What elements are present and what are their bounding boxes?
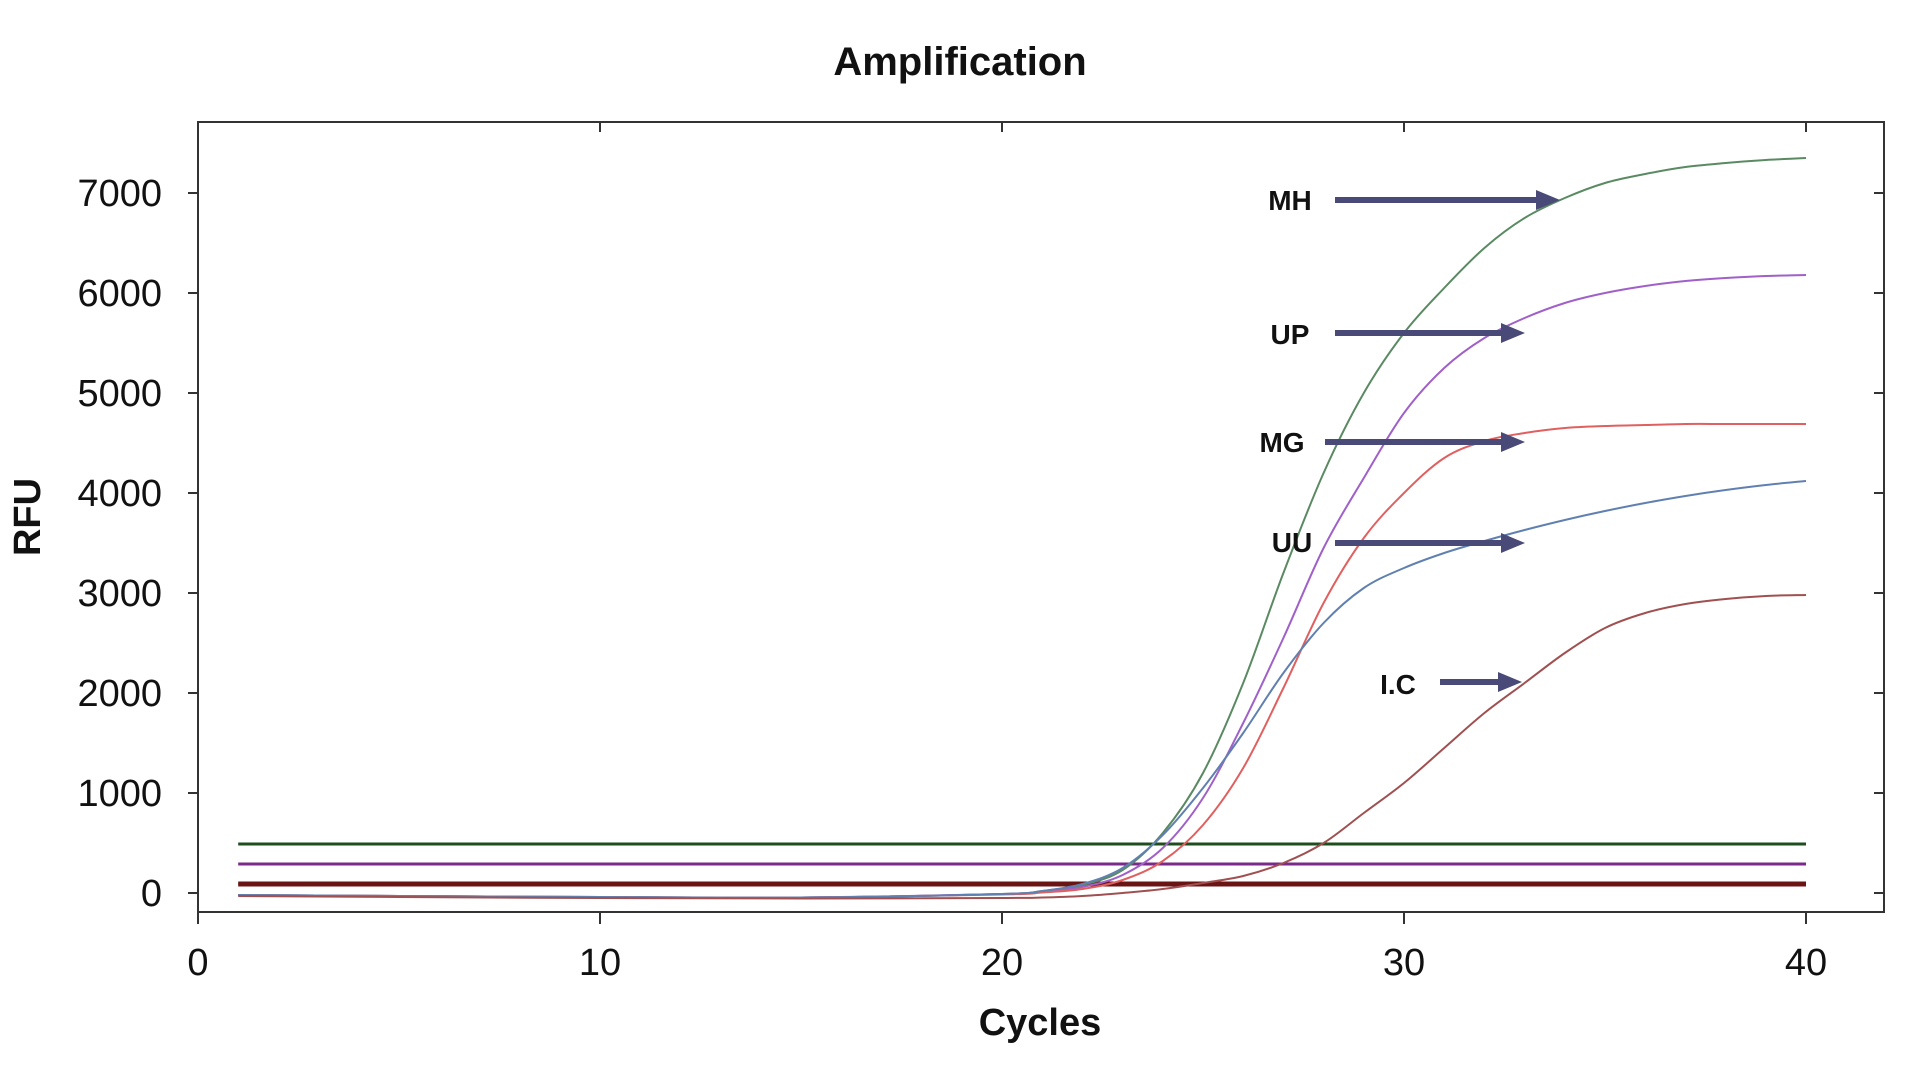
y-tick-label: 6000 bbox=[77, 273, 162, 315]
series-line bbox=[238, 274, 1807, 899]
annotation-arrow-head bbox=[1501, 323, 1525, 343]
x-tick-label: 10 bbox=[579, 942, 621, 984]
annotation-arrow-head bbox=[1536, 190, 1560, 210]
y-tick-label: 1000 bbox=[77, 773, 162, 815]
x-axis: 0 10 20 30 40 bbox=[187, 122, 1827, 984]
y-axis: 0 1000 2000 3000 4000 5000 6000 7000 bbox=[77, 173, 1884, 915]
x-axis-title: Cycles bbox=[979, 1002, 1102, 1044]
plot-area bbox=[197, 121, 1885, 913]
annotation-label: MG bbox=[1259, 427, 1304, 458]
annotation-arrow-head bbox=[1501, 533, 1525, 553]
x-tick-label: 40 bbox=[1785, 942, 1827, 984]
annotation-label: UU bbox=[1272, 527, 1312, 558]
annotation-arrow-head bbox=[1501, 432, 1525, 452]
y-tick-label: 5000 bbox=[77, 373, 162, 415]
y-tick-label: 3000 bbox=[77, 573, 162, 615]
series-lines bbox=[238, 157, 1807, 900]
annotation-label: UP bbox=[1271, 319, 1310, 350]
annotation-arrow-head bbox=[1498, 672, 1522, 692]
x-tick-label: 30 bbox=[1383, 942, 1425, 984]
series-line bbox=[238, 422, 1806, 899]
y-axis-title: RFU bbox=[7, 478, 49, 556]
threshold-lines bbox=[238, 842, 1806, 887]
y-tick-label: 2000 bbox=[77, 673, 162, 715]
x-tick-label: 0 bbox=[187, 942, 208, 984]
annotation-label: MH bbox=[1268, 185, 1312, 216]
y-tick-label: 7000 bbox=[77, 173, 162, 215]
y-tick-label: 4000 bbox=[77, 473, 162, 515]
series-line bbox=[238, 480, 1807, 899]
series-line bbox=[238, 157, 1807, 899]
y-tick-label: 0 bbox=[141, 873, 162, 915]
annotation-label: I.C bbox=[1380, 669, 1416, 700]
x-tick-label: 20 bbox=[981, 942, 1023, 984]
annotations: MH UP MG UU I.C bbox=[1259, 185, 1560, 700]
series-line bbox=[238, 594, 1807, 900]
chart-title: Amplification bbox=[833, 40, 1086, 84]
